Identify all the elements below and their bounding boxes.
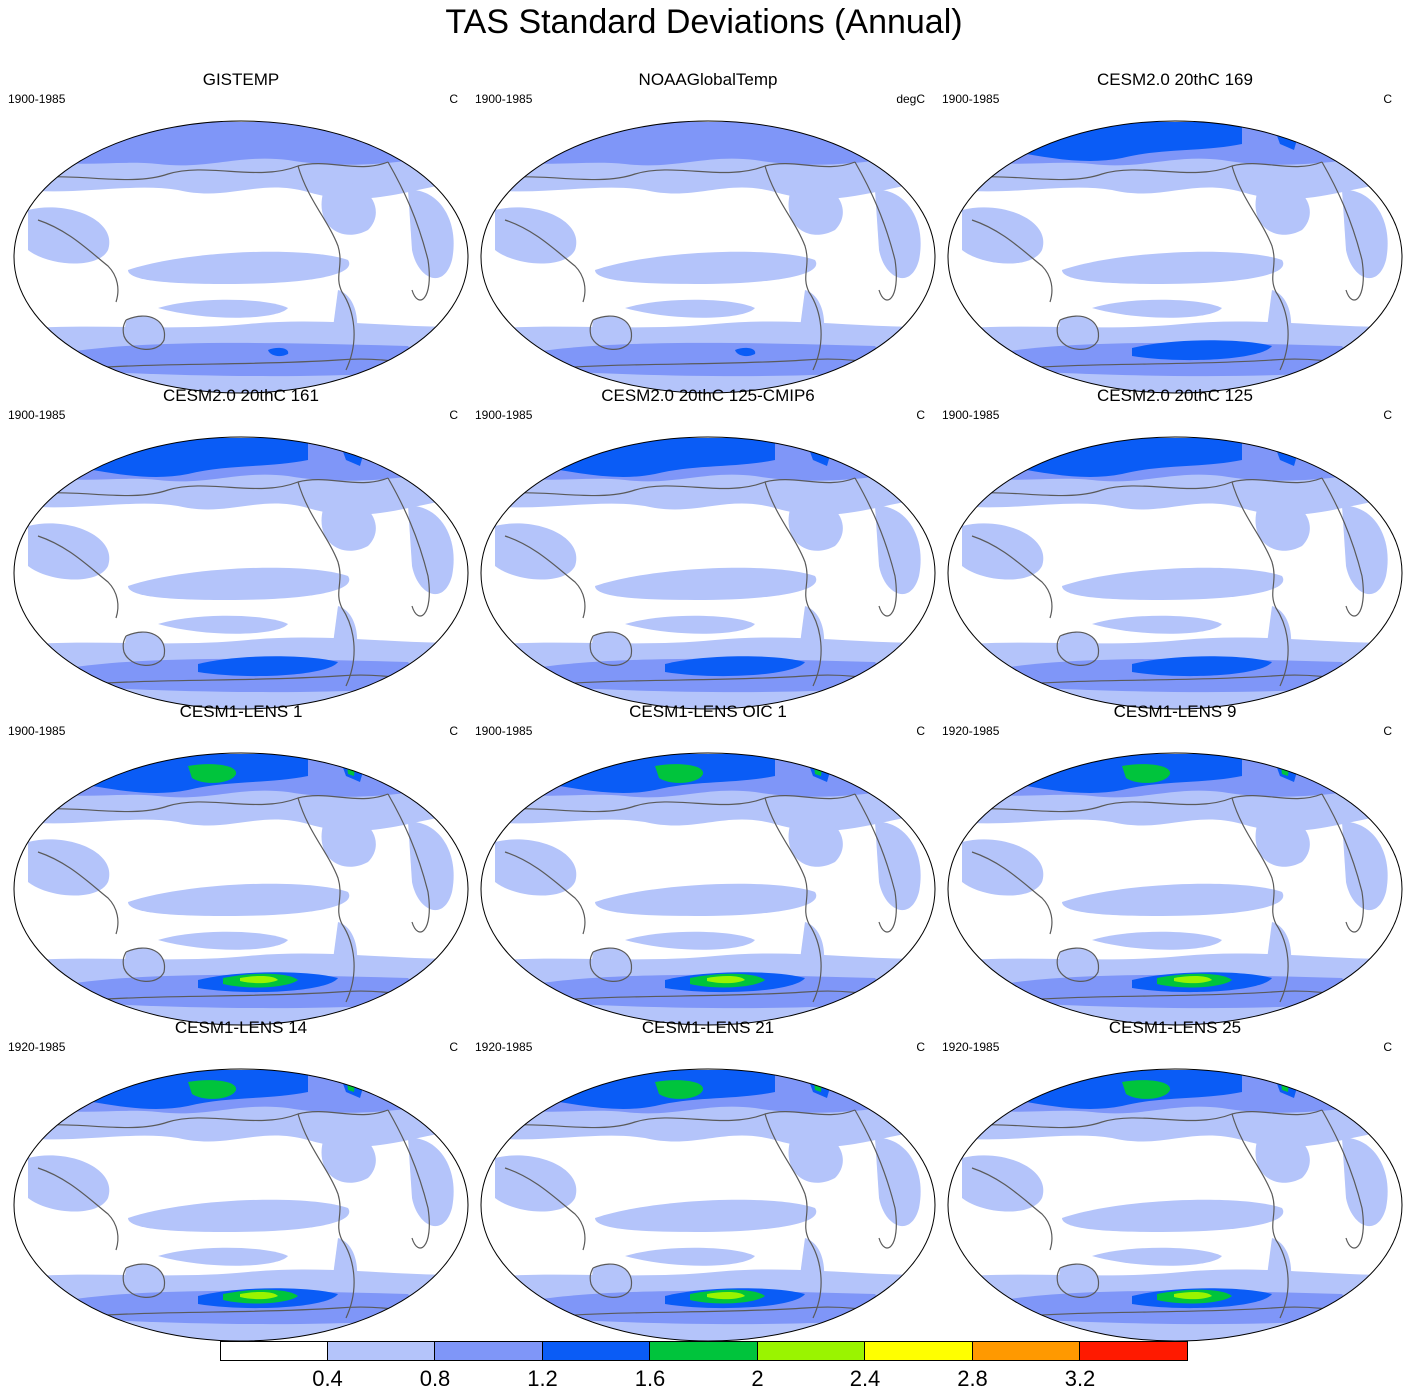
colorbar-label: 1.6 bbox=[634, 1366, 666, 1391]
map-panel: CESM2.0 20thC 161 1900-1985 C bbox=[8, 386, 474, 710]
panel-period: 1900-1985 bbox=[475, 92, 533, 106]
panel-units: C bbox=[916, 1040, 925, 1054]
panel-units: C bbox=[449, 408, 458, 422]
map-outline bbox=[13, 752, 469, 1026]
map-panel: CESM1-LENS 25 1920-1985 C bbox=[942, 1018, 1408, 1342]
panel-period: 1920-1985 bbox=[8, 1040, 66, 1054]
map-outline bbox=[947, 120, 1403, 394]
panel-period: 1920-1985 bbox=[942, 1040, 1000, 1054]
map-panel: CESM1-LENS 1 1900-1985 C bbox=[8, 702, 474, 1026]
colorbar-label: 3.2 bbox=[1064, 1366, 1096, 1391]
panel-units: C bbox=[916, 408, 925, 422]
panel-title: GISTEMP bbox=[202, 70, 280, 89]
map-panel: GISTEMP 1900-1985 C bbox=[8, 70, 474, 394]
panel-period: 1920-1985 bbox=[942, 724, 1000, 738]
panel-units: C bbox=[1383, 1040, 1392, 1054]
map-panel: CESM2.0 20thC 125-CMIP6 1900-1985 C bbox=[475, 386, 941, 710]
panel-period: 1900-1985 bbox=[475, 408, 533, 422]
map-panel: NOAAGlobalTemp 1900-1985 degC bbox=[475, 70, 941, 394]
panel-period: 1920-1985 bbox=[475, 1040, 533, 1054]
panel-units: C bbox=[1383, 408, 1392, 422]
map-field bbox=[481, 1069, 935, 1341]
panel-title: CESM1-LENS 9 bbox=[1113, 702, 1237, 721]
map-outline bbox=[13, 436, 469, 710]
map-svg bbox=[947, 436, 1403, 710]
panel-units: C bbox=[449, 724, 458, 738]
panel-title: CESM2.0 20thC 161 bbox=[163, 386, 319, 405]
map-outline bbox=[947, 436, 1403, 710]
panel-title: CESM2.0 20thC 125 bbox=[1097, 386, 1253, 405]
panel-units: C bbox=[449, 1040, 458, 1054]
map-svg bbox=[947, 752, 1403, 1026]
panel-title: CESM1-LENS 14 bbox=[174, 1018, 308, 1037]
colorbar-label: 2.8 bbox=[957, 1366, 988, 1391]
colorbar-label: 1.2 bbox=[527, 1366, 558, 1391]
panel-title: CESM2.0 20thC 125-CMIP6 bbox=[601, 386, 815, 405]
panel-units: degC bbox=[896, 92, 925, 106]
map-outline bbox=[480, 752, 936, 1026]
panel-period: 1900-1985 bbox=[8, 408, 66, 422]
panel-title: CESM1-LENS 25 bbox=[1108, 1018, 1242, 1037]
map-panel: CESM1-LENS 14 1920-1985 C bbox=[8, 1018, 474, 1342]
map-panel: CESM2.0 20thC 169 1900-1985 C bbox=[942, 70, 1408, 394]
panel-units: C bbox=[1383, 724, 1392, 738]
panel-period: 1900-1985 bbox=[942, 408, 1000, 422]
main-title: TAS Standard Deviations (Annual) bbox=[445, 3, 963, 41]
map-svg bbox=[947, 120, 1403, 394]
panel-period: 1900-1985 bbox=[8, 724, 66, 738]
panel-title: CESM2.0 20thC 169 bbox=[1097, 70, 1253, 89]
colorbar-label: 0.4 bbox=[312, 1366, 343, 1391]
map-svg bbox=[13, 1068, 469, 1342]
panel-units: C bbox=[1383, 92, 1392, 106]
panel-title: CESM1-LENS 1 bbox=[179, 702, 303, 721]
map-outline bbox=[947, 752, 1403, 1026]
map-panel: CESM1-LENS 21 1920-1985 C bbox=[475, 1018, 941, 1342]
map-field bbox=[948, 437, 1402, 709]
map-field bbox=[948, 753, 1402, 1025]
panel-period: 1900-1985 bbox=[8, 92, 66, 106]
map-panel: CESM1-LENS OIC 1 1900-1985 C bbox=[475, 702, 941, 1026]
colorbar-label: 2.4 bbox=[849, 1366, 881, 1391]
panel-period: 1900-1985 bbox=[942, 92, 1000, 106]
panel-units: C bbox=[916, 724, 925, 738]
map-field bbox=[14, 437, 468, 709]
colorbar-label: 2 bbox=[751, 1366, 764, 1391]
map-svg bbox=[480, 752, 936, 1026]
panel-title: CESM1-LENS OIC 1 bbox=[629, 702, 787, 721]
panel-title: NOAAGlobalTemp bbox=[638, 70, 778, 89]
map-svg bbox=[947, 1068, 1403, 1342]
panel-title: CESM1-LENS 21 bbox=[641, 1018, 775, 1037]
colorbar-label: 0.8 bbox=[419, 1366, 451, 1391]
map-panel: CESM2.0 20thC 125 1900-1985 C bbox=[942, 386, 1408, 710]
map-svg bbox=[13, 752, 469, 1026]
map-svg bbox=[13, 436, 469, 710]
map-outline bbox=[480, 120, 936, 394]
map-svg bbox=[480, 120, 936, 394]
map-svg bbox=[480, 1068, 936, 1342]
map-panel: CESM1-LENS 9 1920-1985 C bbox=[942, 702, 1408, 1026]
map-outline bbox=[13, 120, 469, 394]
map-svg bbox=[13, 120, 469, 394]
map-outline bbox=[480, 436, 936, 710]
panel-period: 1900-1985 bbox=[475, 724, 533, 738]
map-svg bbox=[480, 436, 936, 710]
panel-units: C bbox=[449, 92, 458, 106]
